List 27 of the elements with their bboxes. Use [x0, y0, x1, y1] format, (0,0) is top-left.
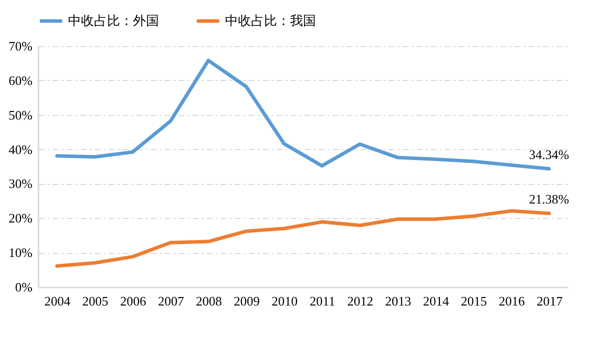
y-tick-label: 50%	[8, 107, 33, 122]
x-tick-label: 2010	[272, 294, 298, 308]
x-tick-label: 2004	[44, 294, 71, 308]
data-label: 34.34%	[529, 146, 570, 162]
x-tick-label: 2015	[460, 294, 487, 308]
y-tick-label: 10%	[8, 245, 33, 260]
legend-label: 中收占比：我国	[225, 14, 316, 29]
legend-label: 中收占比：外国	[68, 14, 159, 29]
x-tick-label: 2008	[196, 294, 222, 308]
x-tick-label: 2014	[423, 294, 450, 308]
y-tick-label: 70%	[8, 38, 33, 54]
x-tick-label: 2013	[385, 294, 412, 308]
x-tick-label: 2005	[82, 294, 108, 308]
data-label: 21.38%	[529, 191, 570, 206]
x-tick-label: 2006	[120, 294, 147, 308]
x-tick-label: 2017	[536, 294, 564, 308]
line-series	[55, 209, 551, 268]
y-tick-label: 20%	[8, 210, 33, 226]
y-tick-label: 40%	[8, 142, 33, 157]
y-tick-label: 60%	[8, 72, 33, 88]
y-tick-label: 0%	[15, 280, 33, 294]
x-tick-label: 2007	[158, 294, 184, 308]
x-tick-label: 2012	[347, 294, 374, 308]
y-tick-label: 30%	[8, 176, 33, 192]
x-tick-label: 2016	[498, 294, 526, 308]
x-tick-label: 2009	[234, 294, 260, 308]
x-tick-label: 2011	[310, 294, 336, 308]
